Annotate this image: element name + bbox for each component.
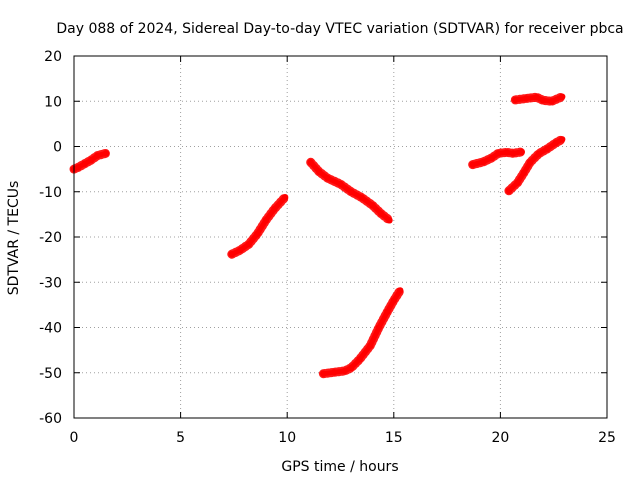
axis-ticks: 0 5 10 15 20 25 -60 -50 -40 -30 -20 -10 0 10 20 (39, 49, 616, 446)
y-tick-label: -50 (39, 366, 62, 382)
data-point (94, 152, 101, 159)
data-point (514, 179, 521, 186)
data-point (324, 175, 331, 182)
data-point (377, 210, 385, 217)
data-point (254, 230, 261, 237)
data-point (281, 194, 289, 201)
x-tick-label: 10 (278, 430, 296, 446)
data-point (544, 145, 551, 152)
series-track-1 (69, 148, 111, 174)
data-point (102, 150, 110, 157)
x-axis-label: GPS time / hours (281, 459, 398, 475)
data-point (539, 97, 547, 104)
data-point (533, 94, 540, 101)
y-tick-label: -30 (39, 275, 62, 291)
y-tick-label: -60 (39, 411, 62, 427)
data-point (307, 159, 314, 166)
y-tick-label: -10 (39, 185, 62, 201)
data-point (503, 149, 510, 156)
series-track-4 (318, 285, 405, 379)
x-tick-label: 0 (70, 430, 79, 446)
series-marker-texture (318, 285, 405, 379)
y-tick-label: -20 (39, 230, 62, 246)
series-track-2 (227, 192, 290, 259)
data-point (527, 159, 534, 166)
data-point (552, 139, 559, 147)
data-point (348, 188, 355, 195)
y-tick-label: 10 (44, 94, 62, 110)
data-point (75, 164, 82, 171)
data-point (488, 154, 496, 161)
data-point (522, 95, 530, 102)
chart-title: Day 088 of 2024, Sidereal Day-to-day VTE… (56, 21, 623, 37)
y-tick-label: 0 (53, 140, 62, 156)
series-track-7 (510, 92, 567, 106)
data-series (69, 92, 567, 379)
data-point (358, 194, 365, 201)
data-point (520, 169, 528, 176)
x-tick-label: 25 (598, 430, 616, 446)
data-point (548, 98, 555, 105)
data-point (320, 370, 327, 377)
series-track-5 (468, 147, 527, 170)
data-point (559, 93, 566, 100)
x-tick-label: 20 (491, 430, 509, 446)
y-axis-label: SDTVAR / TECUs (6, 181, 22, 296)
x-tick-label: 15 (385, 430, 403, 446)
y-tick-label: 20 (44, 49, 62, 65)
data-point (271, 205, 278, 213)
data-point (330, 369, 338, 376)
data-point (397, 287, 404, 294)
data-point (237, 246, 244, 254)
data-point (245, 241, 252, 248)
grid-lines (74, 56, 607, 418)
series-track-3 (306, 157, 394, 225)
series-track-6 (504, 134, 567, 196)
data-point (535, 150, 542, 157)
data-point (510, 150, 517, 157)
data-point (87, 156, 95, 164)
data-point (512, 96, 519, 104)
data-point (341, 367, 348, 375)
data-point (384, 308, 391, 315)
data-point (386, 217, 393, 224)
data-point (469, 161, 476, 168)
data-point (348, 364, 355, 371)
data-point (367, 342, 374, 349)
data-point (390, 297, 397, 304)
data-point (356, 356, 363, 363)
data-point (316, 168, 323, 175)
data-point (228, 251, 235, 258)
data-point (262, 217, 270, 224)
data-point (369, 202, 376, 209)
data-point (559, 136, 566, 143)
data-point (505, 187, 513, 194)
data-point (480, 158, 487, 166)
data-point (375, 324, 383, 331)
data-point (81, 160, 88, 167)
x-tick-label: 5 (176, 430, 185, 446)
data-point (337, 180, 344, 188)
y-tick-label: -40 (39, 321, 62, 337)
data-point (518, 148, 525, 156)
data-point (495, 150, 502, 157)
